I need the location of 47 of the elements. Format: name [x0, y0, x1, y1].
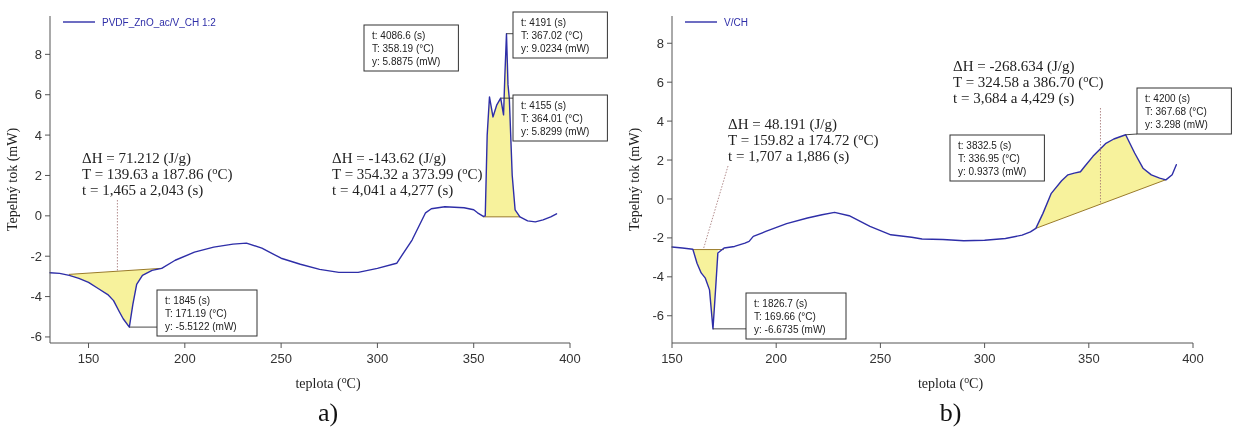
annotation: t: 4086.6 (s) T: 358.19 (°C) y: 5.8875 (mW)	[372, 30, 441, 68]
annotation: t: 4200 (s) T: 367.68 (°C) y: 3.298 (mW)	[1145, 93, 1208, 131]
y-tick-label: 0	[656, 191, 664, 207]
legend-label: PVDF_ZnO_ac/V_CH 1:2	[102, 16, 217, 28]
annotation: ΔH = -143.62 (J/g) T = 354.32 a 373.99 ($^{o}$C) t = 4,041 a 4,277 (s)	[332, 149, 483, 199]
y-tick-label: -2	[652, 230, 664, 246]
x-tick-label: 300	[973, 351, 996, 366]
annotation: t: 1826.7 (s) T: 169.66 (°C) y: -6.6735 (mW)	[754, 298, 826, 336]
annotation: t: 4155 (s) T: 364.01 (°C) y: 5.8299 (mW)	[521, 100, 590, 138]
x-tick-label: 400	[1182, 351, 1204, 366]
annotation: t: 3832.5 (s) T: 336.95 (°C) y: 0.9373 (mW)	[958, 140, 1027, 178]
y-tick-label: -6	[652, 308, 664, 324]
y-tick-label: -2	[30, 248, 42, 264]
y-tick-label: 2	[34, 168, 42, 184]
x-axis-title: teplota ($^{o}$C)	[295, 373, 361, 392]
x-tick-label: 350	[1077, 351, 1100, 366]
annotation: t: 1845 (s) T: 171.19 (°C) y: -5.5122 (mW)	[165, 295, 237, 333]
x-tick-label: 250	[270, 351, 292, 366]
x-tick-label: 300	[366, 351, 389, 366]
x-tick-label: 150	[661, 351, 683, 366]
annotation: t: 4191 (s) T: 367.02 (°C) y: 9.0234 (mW)	[521, 17, 590, 55]
annotation: ΔH = 71.212 (J/g) T = 139.63 a 187.86 ($^{o}$C) t = 1,465 a 2,043 (s)	[82, 149, 233, 199]
x-tick-label: 350	[462, 351, 485, 366]
x-tick-label: 200	[173, 351, 196, 366]
y-tick-label: 2	[656, 152, 664, 168]
y-tick-label: 4	[34, 127, 42, 143]
y-tick-label: -4	[30, 289, 42, 305]
x-axis-title: teplota ($^{o}$C)	[917, 373, 984, 392]
x-tick-label: 400	[559, 351, 581, 366]
text: b)	[939, 398, 962, 427]
text: a)	[317, 398, 339, 427]
y-tick-label: 4	[656, 113, 664, 129]
y-tick-label: 0	[34, 208, 42, 224]
y-tick-label: 8	[656, 35, 664, 51]
x-tick-label: 150	[77, 351, 100, 366]
y-axis-title: Tepelný tok (mW)	[5, 127, 21, 232]
annotation: ΔH = -268.634 (J/g) T = 324.58 a 386.70 ($^{o}$C) t = 3,684 a 4,429 (s)	[953, 57, 1104, 107]
legend-label: V/CH	[724, 16, 748, 28]
y-axis-title: Tepelný tok (mW)	[627, 127, 643, 232]
x-tick-label: 250	[869, 351, 892, 366]
y-tick-label: 8	[34, 46, 42, 62]
x-tick-label: 200	[765, 351, 788, 366]
annotation: ΔH = 48.191 (J/g) T = 159.82 a 174.72 ($^{o}$C) t = 1,707 a 1,886 (s)	[728, 115, 879, 165]
y-tick-label: -6	[30, 329, 42, 345]
y-tick-label: 6	[34, 87, 42, 103]
y-tick-label: 6	[656, 74, 664, 90]
y-tick-label: -4	[652, 269, 664, 285]
